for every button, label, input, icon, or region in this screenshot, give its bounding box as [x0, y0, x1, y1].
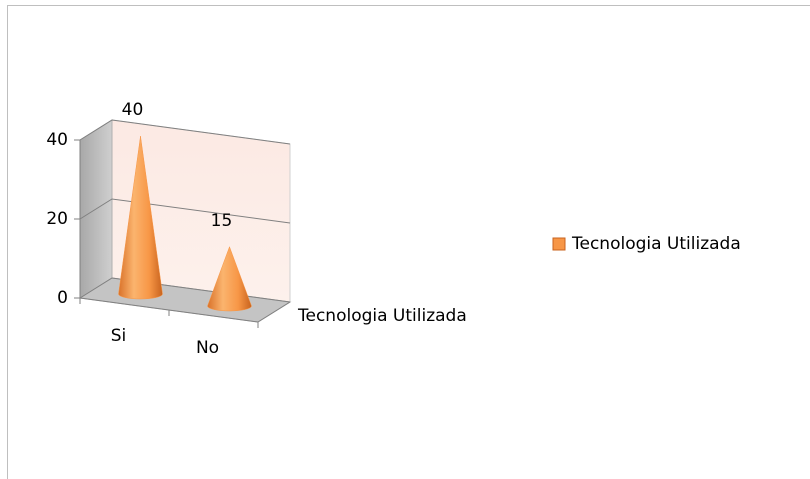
- cone: [207, 246, 252, 312]
- legend-swatch: [552, 237, 566, 251]
- data-label: 40: [122, 100, 144, 120]
- depth-axis-label: Tecnologia Utilizada: [297, 306, 467, 326]
- grid-line: [79, 119, 291, 145]
- x-tick-label: Si: [111, 326, 127, 346]
- x-tick-label: No: [196, 338, 219, 358]
- grid-line: [79, 198, 291, 224]
- depth-axis: [257, 301, 291, 323]
- y-tick-label: 20: [46, 209, 68, 229]
- legend-label: Tecnologia Utilizada: [571, 234, 741, 254]
- data-label: 15: [211, 211, 233, 231]
- y-tick-label: 0: [57, 288, 68, 308]
- y-tick-label: 40: [46, 130, 68, 150]
- cone: [118, 135, 163, 300]
